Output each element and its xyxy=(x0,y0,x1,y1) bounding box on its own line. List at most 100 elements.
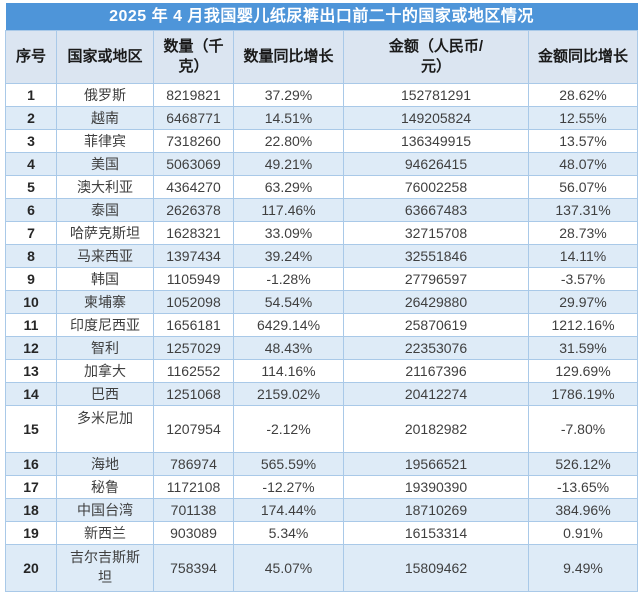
table-row: 15 多米尼加 1207954 -2.12% 20182982 -7.80% xyxy=(5,405,639,453)
cell-quantity: 1052098 xyxy=(153,290,234,314)
cell-quantity: 1105949 xyxy=(153,267,234,291)
cell-country: 中国台湾 xyxy=(56,498,154,522)
header-country: 国家或地区 xyxy=(56,30,154,84)
cell-country: 柬埔寨 xyxy=(56,290,154,314)
cell-amount: 21167396 xyxy=(343,359,529,383)
cell-amount: 19390390 xyxy=(343,475,529,499)
cell-amount-growth: 12.55% xyxy=(527,106,639,130)
cell-country: 多米尼加 xyxy=(56,405,154,453)
cell-amount-growth: 13.57% xyxy=(527,129,639,153)
cell-rank: 18 xyxy=(5,498,57,522)
cell-quantity: 786974 xyxy=(153,452,234,476)
table-row: 9 韩国 1105949 -1.28% 27796597 -3.57% xyxy=(5,267,639,291)
cell-amount-growth: 29.97% xyxy=(527,290,639,314)
cell-rank: 19 xyxy=(5,521,57,545)
cell-quantity-growth: 114.16% xyxy=(233,359,344,383)
cell-quantity-growth: 54.54% xyxy=(233,290,344,314)
cell-quantity-growth: 174.44% xyxy=(233,498,344,522)
cell-amount: 32551846 xyxy=(343,244,529,268)
cell-quantity-growth: 37.29% xyxy=(233,83,344,107)
table-row: 10 柬埔寨 1052098 54.54% 26429880 29.97% xyxy=(5,290,639,314)
table-row: 3 菲律宾 7318260 22.80% 136349915 13.57% xyxy=(5,129,639,153)
cell-rank: 2 xyxy=(5,106,57,130)
header-quantity-growth: 数量同比增长 xyxy=(233,30,344,84)
cell-quantity: 903089 xyxy=(153,521,234,545)
cell-quantity: 1207954 xyxy=(153,405,234,453)
export-table: 2025 年 4 月我国婴儿纸尿裤出口前二十的国家或地区情况 序号 国家或地区 … xyxy=(5,3,639,592)
cell-rank: 12 xyxy=(5,336,57,360)
cell-quantity: 1251068 xyxy=(153,382,234,406)
cell-amount: 20412274 xyxy=(343,382,529,406)
table-row: 12 智利 1257029 48.43% 22353076 31.59% xyxy=(5,336,639,360)
table-row: 17 秘鲁 1172108 -12.27% 19390390 -13.65% xyxy=(5,475,639,499)
cell-amount: 149205824 xyxy=(343,106,529,130)
cell-quantity-growth: 14.51% xyxy=(233,106,344,130)
cell-amount: 94626415 xyxy=(343,152,529,176)
cell-country: 印度尼西亚 xyxy=(56,313,154,337)
cell-amount: 15809462 xyxy=(343,544,529,592)
cell-rank: 11 xyxy=(5,313,57,337)
table-title: 2025 年 4 月我国婴儿纸尿裤出口前二十的国家或地区情况 xyxy=(5,3,638,31)
cell-amount: 63667483 xyxy=(343,198,529,222)
cell-amount-growth: 1786.19% xyxy=(527,382,639,406)
cell-amount-growth: 28.73% xyxy=(527,221,639,245)
cell-amount-growth: 9.49% xyxy=(527,544,639,592)
cell-quantity-growth: 39.24% xyxy=(233,244,344,268)
cell-amount-growth: 28.62% xyxy=(527,83,639,107)
cell-country: 泰国 xyxy=(56,198,154,222)
cell-amount: 25870619 xyxy=(343,313,529,337)
cell-amount-growth: 137.31% xyxy=(527,198,639,222)
table-header-row: 序号 国家或地区 数量（千克） 数量同比增长 金额（人民币/元） 金额同比增长 xyxy=(5,30,639,84)
cell-quantity: 1397434 xyxy=(153,244,234,268)
cell-rank: 7 xyxy=(5,221,57,245)
cell-rank: 8 xyxy=(5,244,57,268)
cell-amount-growth: 129.69% xyxy=(527,359,639,383)
cell-country: 马来西亚 xyxy=(56,244,154,268)
header-quantity: 数量（千克） xyxy=(153,30,234,84)
cell-amount: 27796597 xyxy=(343,267,529,291)
cell-country: 巴西 xyxy=(56,382,154,406)
cell-rank: 10 xyxy=(5,290,57,314)
cell-quantity: 4364270 xyxy=(153,175,234,199)
cell-rank: 6 xyxy=(5,198,57,222)
cell-amount: 20182982 xyxy=(343,405,529,453)
table-row: 1 俄罗斯 8219821 37.29% 152781291 28.62% xyxy=(5,83,639,107)
cell-country: 吉尔吉斯斯坦 xyxy=(56,544,154,592)
cell-quantity: 1172108 xyxy=(153,475,234,499)
cell-amount-growth: 526.12% xyxy=(527,452,639,476)
cell-quantity: 6468771 xyxy=(153,106,234,130)
cell-quantity: 758394 xyxy=(153,544,234,592)
cell-amount-growth: 48.07% xyxy=(527,152,639,176)
table-row: 2 越南 6468771 14.51% 149205824 12.55% xyxy=(5,106,639,130)
header-amount: 金额（人民币/元） xyxy=(343,30,529,84)
cell-quantity-growth: 49.21% xyxy=(233,152,344,176)
cell-country: 智利 xyxy=(56,336,154,360)
cell-country: 菲律宾 xyxy=(56,129,154,153)
table-row: 20 吉尔吉斯斯坦 758394 45.07% 15809462 9.49% xyxy=(5,544,639,592)
cell-quantity-growth: 565.59% xyxy=(233,452,344,476)
cell-quantity-growth: 45.07% xyxy=(233,544,344,592)
cell-quantity: 5063069 xyxy=(153,152,234,176)
cell-rank: 20 xyxy=(5,544,57,592)
cell-amount-growth: -7.80% xyxy=(527,405,639,453)
header-rank: 序号 xyxy=(5,30,57,84)
table-row: 19 新西兰 903089 5.34% 16153314 0.91% xyxy=(5,521,639,545)
cell-quantity: 1656181 xyxy=(153,313,234,337)
cell-country: 加拿大 xyxy=(56,359,154,383)
cell-amount-growth: 14.11% xyxy=(527,244,639,268)
table-row: 16 海地 786974 565.59% 19566521 526.12% xyxy=(5,452,639,476)
cell-rank: 15 xyxy=(5,405,57,453)
table-row: 4 美国 5063069 49.21% 94626415 48.07% xyxy=(5,152,639,176)
table-row: 14 巴西 1251068 2159.02% 20412274 1786.19% xyxy=(5,382,639,406)
cell-quantity-growth: 22.80% xyxy=(233,129,344,153)
cell-amount: 22353076 xyxy=(343,336,529,360)
cell-quantity-growth: -1.28% xyxy=(233,267,344,291)
cell-quantity-growth: 63.29% xyxy=(233,175,344,199)
table-row: 11 印度尼西亚 1656181 6429.14% 25870619 1212.16% xyxy=(5,313,639,337)
cell-rank: 5 xyxy=(5,175,57,199)
cell-quantity: 2626378 xyxy=(153,198,234,222)
cell-rank: 9 xyxy=(5,267,57,291)
cell-amount: 152781291 xyxy=(343,83,529,107)
table-row: 6 泰国 2626378 117.46% 63667483 137.31% xyxy=(5,198,639,222)
cell-rank: 4 xyxy=(5,152,57,176)
